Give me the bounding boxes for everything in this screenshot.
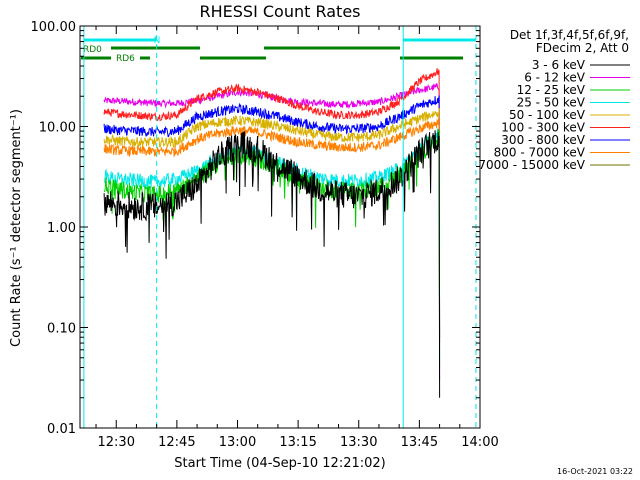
x-tick-label: 12:30	[98, 435, 135, 450]
legend-label: 6 - 12 keV	[524, 71, 586, 85]
legend-label: 12 - 25 keV	[517, 83, 586, 97]
legend-label: 100 - 300 keV	[501, 121, 585, 135]
series-line-7	[103, 118, 441, 333]
series-line-4	[103, 108, 441, 350]
y-tick-label: 1.00	[47, 221, 76, 236]
y-axis-label: Count Rate (s⁻¹ detector segment⁻¹)	[9, 109, 24, 347]
y-tick-label: 0.01	[47, 422, 76, 437]
legend: Det 1f,3f,4f,5f,6f,9f, FDecim 2, Att 0 3…	[478, 28, 630, 172]
x-tick-label: 14:00	[461, 435, 498, 450]
x-tick-label: 13:45	[401, 435, 438, 450]
legend-label: 50 - 100 keV	[509, 108, 586, 122]
series-lines	[103, 68, 441, 398]
timestamp: 16-Oct-2021 03:22	[557, 467, 633, 476]
decimation-label-rd0: RD0	[83, 45, 102, 55]
x-tick-label: 13:00	[219, 435, 256, 450]
series-line-6	[103, 95, 441, 338]
y-tick-label: 0.10	[47, 322, 76, 337]
decimation-label-rd6: RD6	[116, 54, 135, 64]
y-tick-label: 10.00	[39, 121, 76, 136]
chart-title: RHESSI Count Rates	[200, 2, 361, 21]
legend-label: 7000 - 15000 keV	[478, 158, 585, 172]
attenuator-label: N	[154, 36, 161, 46]
flag-bars: N RD0 RD6	[81, 36, 476, 64]
legend-header-line-1: Det 1f,3f,4f,5f,6f,9f,	[510, 28, 629, 42]
y-axis: 0.01 0.10 1.00 10.00 100.00	[31, 20, 480, 437]
legend-header-line-2: FDecim 2, Att 0	[536, 41, 629, 55]
legend-label: 3 - 6 keV	[532, 58, 586, 72]
legend-label: 300 - 800 keV	[501, 133, 585, 147]
x-axis: 12:30 12:45 13:00 13:15 13:30 13:45 14:00	[95, 26, 499, 450]
series-line-1	[103, 82, 441, 381]
series-line-5	[103, 68, 441, 344]
x-tick-label: 13:30	[340, 435, 377, 450]
legend-label: 800 - 7000 keV	[494, 146, 586, 160]
series-line-2	[103, 128, 441, 368]
x-tick-label: 13:15	[279, 435, 316, 450]
legend-label: 25 - 50 keV	[517, 96, 586, 110]
x-axis-label: Start Time (04-Sep-10 12:21:02)	[174, 456, 385, 471]
x-tick-label: 12:45	[158, 435, 195, 450]
series-line-0	[103, 130, 441, 398]
y-tick-label: 100.00	[31, 20, 77, 35]
